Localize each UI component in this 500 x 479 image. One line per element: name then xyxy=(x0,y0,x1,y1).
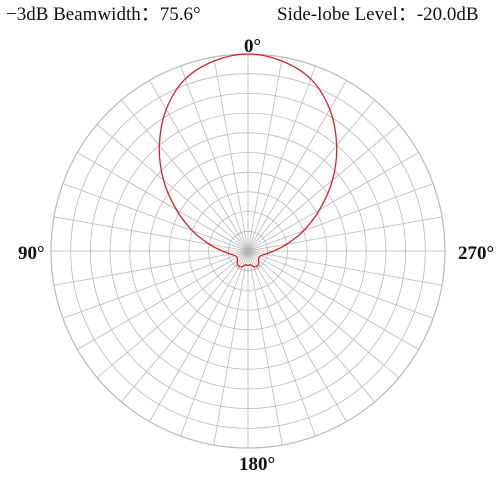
angle-label-90: 90° xyxy=(18,243,45,264)
grid-spoke xyxy=(247,250,316,437)
grid-spoke xyxy=(180,250,249,437)
grid-spoke xyxy=(149,250,249,422)
grid-spoke xyxy=(62,250,249,319)
grid-spoke xyxy=(53,250,249,286)
grid-spoke xyxy=(247,250,419,350)
grid-spoke xyxy=(213,56,249,252)
grid-spoke xyxy=(96,124,249,252)
sidelobe-label: Side-lobe Level： xyxy=(277,4,417,25)
grid-spoke xyxy=(121,250,249,403)
grid-spoke xyxy=(247,124,400,252)
beamwidth-value: 75.6° xyxy=(159,4,201,25)
grid-spoke xyxy=(247,250,347,422)
beamwidth-readout: −3dB Beamwidth：75.6° xyxy=(6,4,201,26)
grid-spoke xyxy=(96,250,249,378)
angle-label-180: 180° xyxy=(239,454,276,475)
grid-spoke xyxy=(213,250,249,446)
grid-spoke xyxy=(53,216,249,252)
grid-spoke xyxy=(247,65,316,252)
grid-spoke xyxy=(247,152,419,252)
grid-spoke xyxy=(247,250,400,378)
grid-spoke xyxy=(247,250,443,286)
grid-spoke xyxy=(247,183,434,252)
grid-spoke xyxy=(247,250,434,319)
grid-spoke xyxy=(62,183,249,252)
radiation-pattern-line-0 xyxy=(158,53,338,268)
grid-spokes xyxy=(51,54,445,448)
grid-spoke xyxy=(247,56,283,252)
series-layer xyxy=(158,53,338,268)
angle-label-270: 270° xyxy=(458,243,495,264)
beamwidth-label: −3dB Beamwidth： xyxy=(6,4,160,25)
grid-spoke xyxy=(247,216,443,252)
grid-spoke xyxy=(77,250,249,350)
angle-label-0: 0° xyxy=(244,36,262,57)
grid-spoke xyxy=(247,99,375,252)
grid-spoke xyxy=(180,65,249,252)
sidelobe-value: -20.0dB xyxy=(416,4,479,25)
grid-spoke xyxy=(247,250,283,446)
sidelobe-readout: Side-lobe Level：-20.0dB xyxy=(277,4,479,26)
grid-spoke xyxy=(247,250,375,403)
grid-spoke xyxy=(77,152,249,252)
grid-spoke xyxy=(121,99,249,252)
